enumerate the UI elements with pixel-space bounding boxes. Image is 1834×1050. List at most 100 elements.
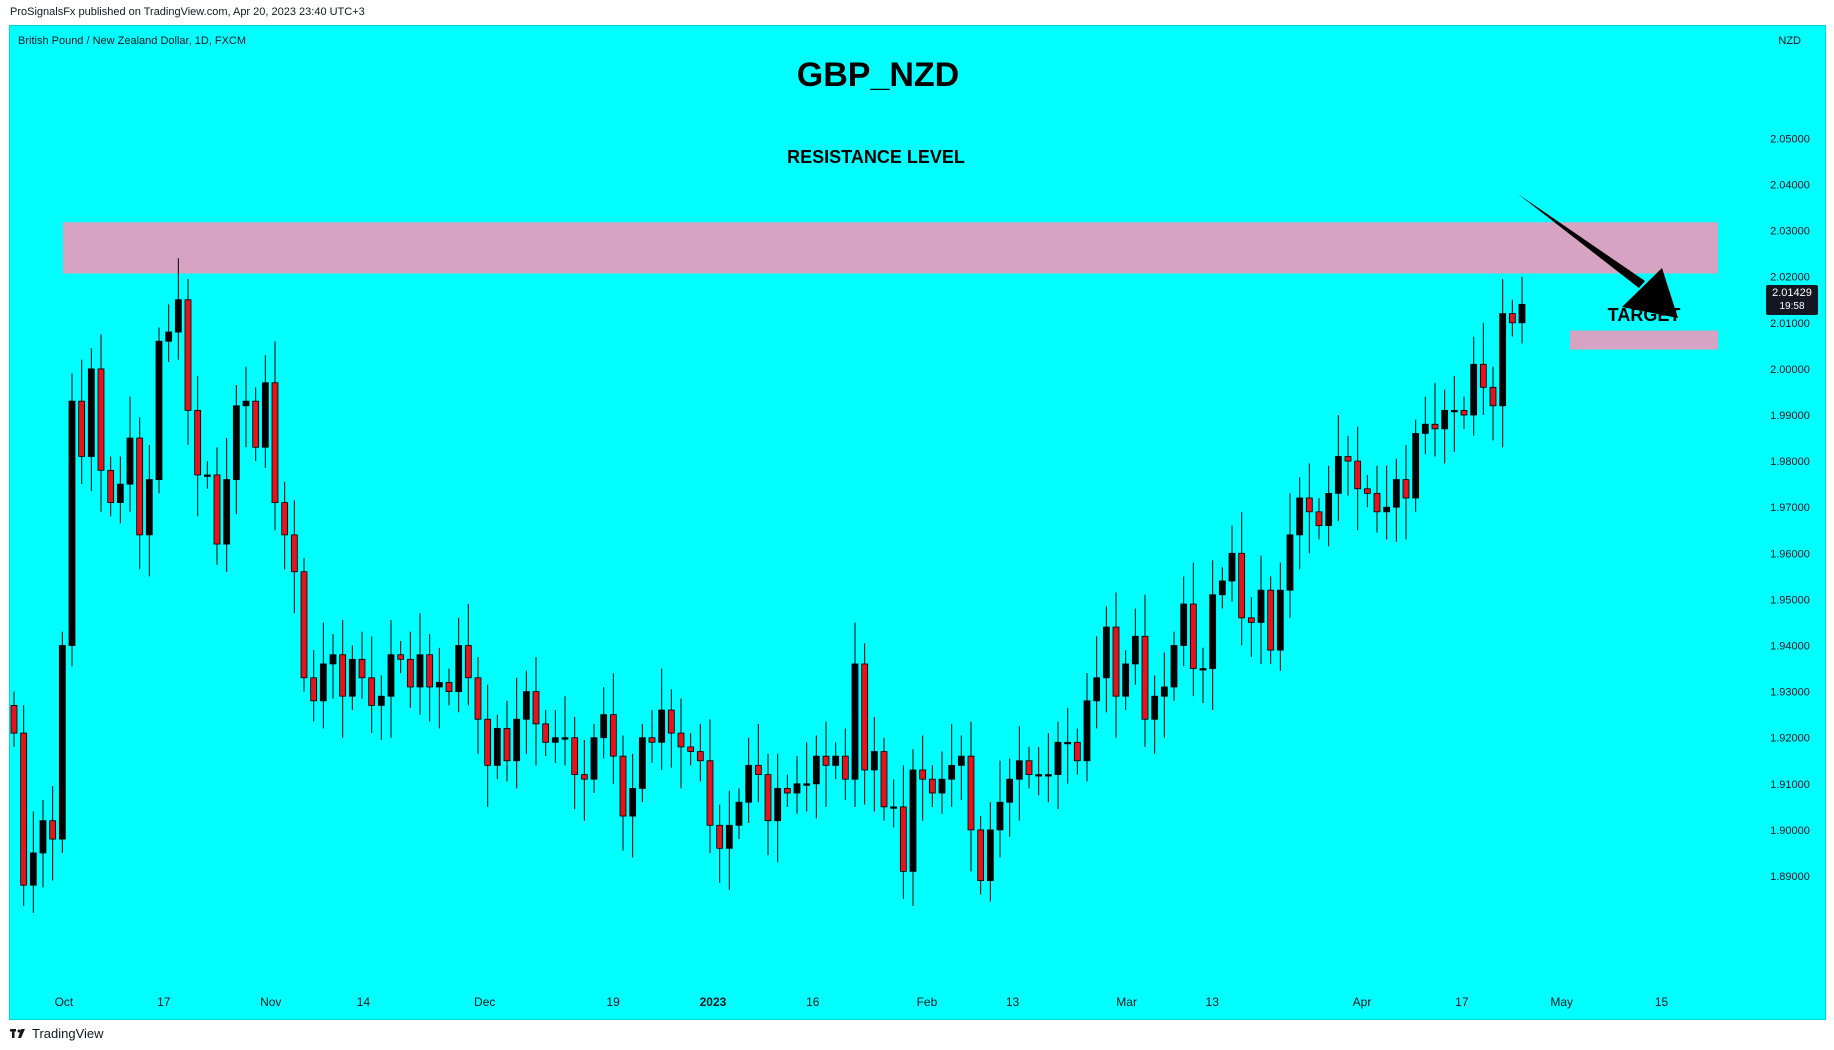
candle-up bbox=[1518, 303, 1526, 324]
candle-down bbox=[928, 778, 936, 794]
candle-down bbox=[677, 732, 685, 748]
y-tick-label: 1.98000 bbox=[1770, 456, 1810, 468]
candle-up bbox=[1035, 774, 1043, 777]
y-tick-label: 1.96000 bbox=[1770, 548, 1810, 560]
candle-down bbox=[426, 654, 434, 688]
candle-up bbox=[165, 331, 173, 342]
candle-up bbox=[629, 788, 637, 817]
candle-down bbox=[783, 788, 791, 794]
candle-down bbox=[290, 534, 298, 573]
candle-up bbox=[957, 755, 965, 766]
candle-up bbox=[1218, 580, 1226, 596]
candle-up bbox=[223, 479, 231, 545]
candle-down bbox=[1112, 626, 1120, 697]
candle-down bbox=[754, 764, 762, 775]
x-tick-label: May bbox=[1550, 995, 1573, 1009]
candle-up bbox=[319, 663, 327, 702]
candle-down bbox=[1073, 741, 1081, 762]
candle-down bbox=[339, 654, 347, 697]
candle-down bbox=[609, 714, 617, 757]
candle-down bbox=[841, 755, 849, 780]
candle-up bbox=[1199, 668, 1207, 671]
candle-down bbox=[977, 829, 985, 882]
candle-up bbox=[155, 340, 163, 480]
candle-down bbox=[1479, 363, 1487, 388]
candle-up bbox=[455, 645, 463, 692]
candle-down bbox=[822, 755, 830, 766]
candle-up bbox=[1392, 479, 1400, 508]
bar-countdown: 19:58 bbox=[1779, 301, 1805, 312]
chart-container[interactable]: 1.89000 1.90000 1.91000 1.92000 1.93000 1.940… bbox=[9, 25, 1826, 1020]
candle-down bbox=[78, 400, 86, 457]
candle-up bbox=[938, 778, 946, 794]
x-tick-label: 2023 bbox=[700, 995, 727, 1009]
x-tick-label: 17 bbox=[1455, 995, 1469, 1009]
candle-up bbox=[725, 824, 733, 849]
y-tick-label: 1.93000 bbox=[1770, 687, 1810, 699]
candle-down bbox=[503, 728, 511, 762]
candle-up bbox=[909, 769, 917, 872]
candle-up bbox=[29, 852, 37, 886]
candle-down bbox=[619, 755, 627, 817]
resistance-level-label: RESISTANCE LEVEL bbox=[787, 147, 965, 167]
candle-up bbox=[232, 405, 240, 480]
candle-up bbox=[1383, 506, 1391, 513]
candle-up bbox=[174, 299, 182, 333]
candle-up bbox=[1131, 635, 1139, 665]
candle-down bbox=[764, 774, 772, 822]
x-tick-label: Oct bbox=[55, 995, 74, 1009]
candle-down bbox=[667, 709, 675, 734]
candle-up bbox=[87, 368, 95, 457]
candle-up bbox=[793, 783, 801, 794]
candle-up bbox=[1209, 594, 1217, 669]
candle-up bbox=[242, 400, 250, 407]
candle-up bbox=[1170, 645, 1178, 688]
candle-down bbox=[1460, 409, 1468, 416]
x-tick-label: Apr bbox=[1353, 995, 1372, 1009]
price-chart[interactable]: 1.89000 1.90000 1.91000 1.92000 1.93000 1.940… bbox=[10, 26, 1825, 1019]
candle-down bbox=[194, 409, 202, 476]
candle-up bbox=[58, 645, 66, 840]
candle-down bbox=[967, 755, 975, 831]
candle-up bbox=[348, 658, 356, 697]
candle-up bbox=[745, 764, 753, 803]
currency-label: NZD bbox=[1778, 35, 1801, 47]
candle-down bbox=[716, 824, 724, 849]
candle-up bbox=[145, 479, 153, 536]
candle-down bbox=[1189, 603, 1197, 669]
x-tick-label: Mar bbox=[1116, 995, 1137, 1009]
candle-up bbox=[1102, 626, 1110, 679]
candle-down bbox=[880, 751, 888, 808]
y-tick-label: 1.91000 bbox=[1770, 779, 1810, 791]
y-tick-label: 1.92000 bbox=[1770, 733, 1810, 745]
y-tick-label: 2.00000 bbox=[1770, 364, 1810, 376]
candle-down bbox=[271, 382, 279, 503]
x-tick-label: 19 bbox=[606, 995, 620, 1009]
candle-up bbox=[261, 382, 269, 448]
x-tick-label: 16 bbox=[806, 995, 820, 1009]
candle-up bbox=[387, 654, 395, 697]
candle-down bbox=[368, 677, 376, 706]
candle-up bbox=[1064, 741, 1072, 745]
candle-down bbox=[1363, 488, 1371, 494]
candle-down bbox=[97, 368, 105, 471]
candle-down bbox=[1489, 386, 1497, 407]
candle-down bbox=[1238, 552, 1246, 619]
candle-up bbox=[1228, 552, 1236, 582]
candle-down bbox=[1344, 456, 1352, 462]
candle-down bbox=[1402, 479, 1410, 499]
candle-down bbox=[184, 299, 192, 411]
candle-up bbox=[1257, 589, 1265, 623]
candle-down bbox=[919, 769, 927, 780]
arrow-head-icon bbox=[1622, 268, 1678, 318]
y-tick-label: 1.99000 bbox=[1770, 410, 1810, 422]
candle-up bbox=[116, 483, 124, 503]
candle-down bbox=[406, 658, 414, 688]
candle-up bbox=[1499, 313, 1507, 407]
x-tick-label: 15 bbox=[1655, 995, 1669, 1009]
footer[interactable]: TradingView bbox=[10, 1026, 104, 1041]
x-tick-label: Nov bbox=[260, 995, 281, 1009]
y-tick-label: 2.04000 bbox=[1770, 180, 1810, 192]
candle-up bbox=[948, 764, 956, 780]
candle-up bbox=[1421, 423, 1429, 434]
